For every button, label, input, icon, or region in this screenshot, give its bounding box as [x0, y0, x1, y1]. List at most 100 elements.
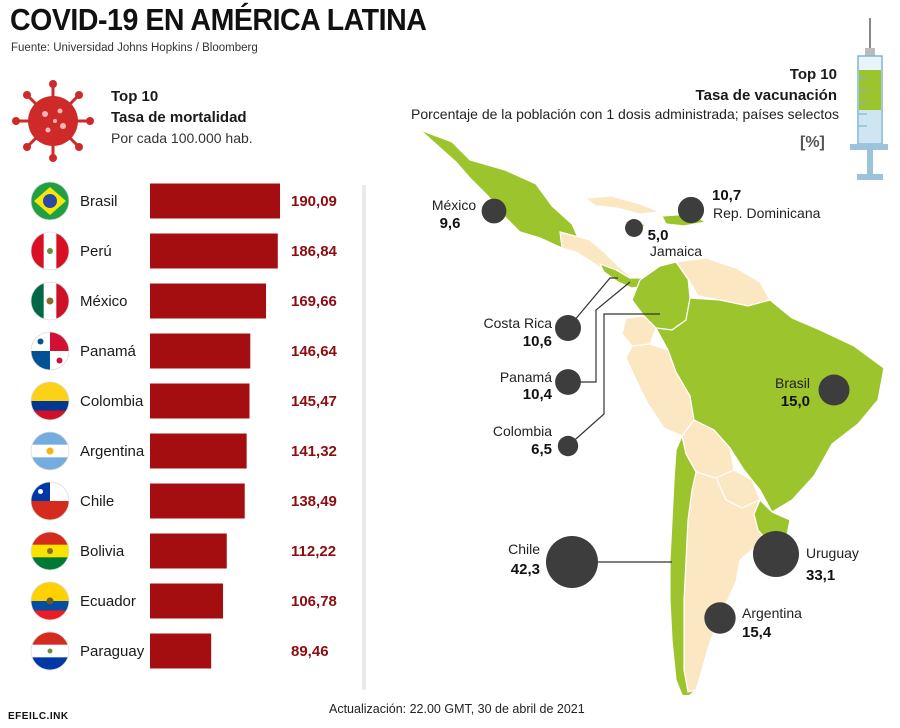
bubble-value-label: 42,3 — [511, 561, 540, 578]
bar-category-label: Argentina — [80, 443, 145, 460]
bar — [150, 533, 227, 569]
bar-category-label: Ecuador — [80, 593, 136, 610]
bar — [150, 283, 267, 319]
bubble-value-label: 9,6 — [440, 215, 461, 232]
bubble-brasil — [818, 374, 850, 406]
bubble-value-label: 5,0 — [648, 227, 669, 244]
bar — [150, 333, 251, 369]
bar — [150, 383, 250, 419]
virus-icon — [12, 80, 94, 162]
bubble-country-label: Brasil — [775, 375, 810, 391]
bar — [150, 183, 280, 219]
bubble-country-label: Costa Rica — [484, 315, 553, 331]
vaccination-header: Top 10 Tasa de vacunación — [696, 64, 837, 106]
colombia-flag-icon — [30, 381, 70, 421]
bar-row: Paraguay 89,46 — [30, 631, 329, 671]
bar-row: Colombia 145,47 — [30, 381, 337, 421]
map-brazil — [654, 297, 885, 513]
bar — [150, 433, 247, 469]
bubble-country-label: Uruguay — [806, 545, 859, 561]
bar — [150, 633, 212, 669]
bubble-country-label: Jamaica — [650, 243, 702, 259]
paraguay-flag-icon — [30, 631, 70, 671]
bar — [150, 583, 224, 619]
bar-row: Ecuador 106,78 — [30, 581, 337, 621]
bar-category-label: Colombia — [80, 393, 144, 410]
bar-row: Perú 186,84 — [30, 231, 338, 271]
panama-flag-icon — [30, 331, 70, 371]
bubble-country-label: Colombia — [493, 423, 552, 439]
bar-category-label: Perú — [80, 243, 112, 260]
map-chile — [669, 434, 697, 695]
bubble-country-label: Argentina — [742, 605, 802, 621]
bar — [150, 233, 278, 269]
bubble-country-label: Rep. Dominicana — [713, 205, 821, 221]
syringe-icon — [850, 18, 888, 180]
mortality-top-label: Top 10 — [111, 88, 159, 105]
mortality-subtitle: Por cada 100.000 hab. — [111, 130, 253, 146]
bubble-rep-dominicana — [677, 196, 705, 224]
vaccination-subtitle: Porcentaje de la población con 1 dosis a… — [411, 106, 840, 122]
map-cuba — [583, 195, 661, 215]
bar-category-label: Panamá — [80, 343, 137, 360]
bar-row: Bolivia 112,22 — [30, 531, 336, 571]
brazil-flag-icon — [30, 181, 70, 221]
bar-value-label: 112,22 — [291, 543, 336, 560]
bar-category-label: Chile — [80, 493, 114, 510]
peru-flag-icon — [30, 231, 70, 271]
bar-row: México 169,66 — [30, 281, 337, 321]
bubble-costa-rica — [554, 314, 582, 342]
bubble-value-label: 33,1 — [806, 567, 835, 584]
bubble-uruguay — [753, 531, 799, 577]
bar-category-label: Paraguay — [80, 643, 145, 660]
bubble-value-label: 15,0 — [781, 393, 810, 410]
bar-value-label: 146,64 — [291, 343, 338, 360]
update-note: Actualización: 22.00 GMT, 30 de abril de… — [329, 702, 585, 716]
mortality-header: Top 10 Tasa de mortalidad Por cada 100.0… — [111, 86, 253, 149]
bubble-value-label: 10,4 — [523, 386, 553, 403]
mortality-bar-chart: Brasil 190,09 Perú 186,84 México 169,66 Panamá… — [30, 181, 338, 671]
mexico-flag-icon — [30, 281, 70, 321]
page-title: COVID-19 EN AMÉRICA LATINA — [10, 2, 427, 37]
bar-row: Chile 138,49 — [30, 481, 337, 521]
bar-value-label: 186,84 — [291, 243, 338, 260]
bar-row: Panamá 146,64 — [30, 331, 338, 371]
panel-divider — [362, 185, 366, 690]
bar-value-label: 141,32 — [291, 443, 337, 460]
bar-row: Argentina 141,32 — [30, 431, 337, 471]
ecuador-flag-icon — [30, 581, 70, 621]
chile-flag-icon — [30, 481, 70, 521]
bubble-argentina — [704, 602, 736, 634]
bolivia-flag-icon — [30, 531, 70, 571]
vaccination-title: Tasa de vacunación — [695, 87, 837, 104]
bar-value-label: 89,46 — [291, 643, 329, 660]
bubble-country-label: Panamá — [500, 369, 552, 385]
vaccination-unit: [%] — [800, 134, 825, 151]
bubble-value-label: 10,6 — [523, 333, 552, 350]
bar-category-label: México — [80, 293, 128, 310]
bubble-country-label: Chile — [508, 541, 540, 557]
bar-value-label: 106,78 — [291, 593, 337, 610]
bubble-panam- — [555, 369, 581, 395]
leader-costa-rica — [567, 277, 618, 329]
leader-colombia — [567, 313, 660, 447]
bar-value-label: 145,47 — [291, 393, 337, 410]
bar-value-label: 169,66 — [291, 293, 337, 310]
bubble-m-xico — [481, 198, 507, 224]
bar-category-label: Bolivia — [80, 543, 125, 560]
source-note: Fuente: Universidad Johns Hopkins / Bloo… — [11, 42, 258, 54]
vaccination-top-label: Top 10 — [789, 66, 837, 83]
vaccination-bubbles — [481, 196, 850, 634]
bubble-value-label: 15,4 — [742, 624, 772, 641]
bubble-country-label: México — [432, 197, 477, 213]
bubble-value-label: 6,5 — [531, 441, 552, 458]
bubble-colombia — [557, 435, 579, 457]
bar-value-label: 138,49 — [291, 493, 337, 510]
bubble-jamaica — [625, 219, 643, 237]
map-land — [419, 129, 885, 695]
bar-value-label: 190,09 — [291, 193, 337, 210]
bar — [150, 483, 245, 519]
leader-panama — [568, 281, 631, 383]
efe-logo: EFEILC.INK — [8, 711, 69, 722]
